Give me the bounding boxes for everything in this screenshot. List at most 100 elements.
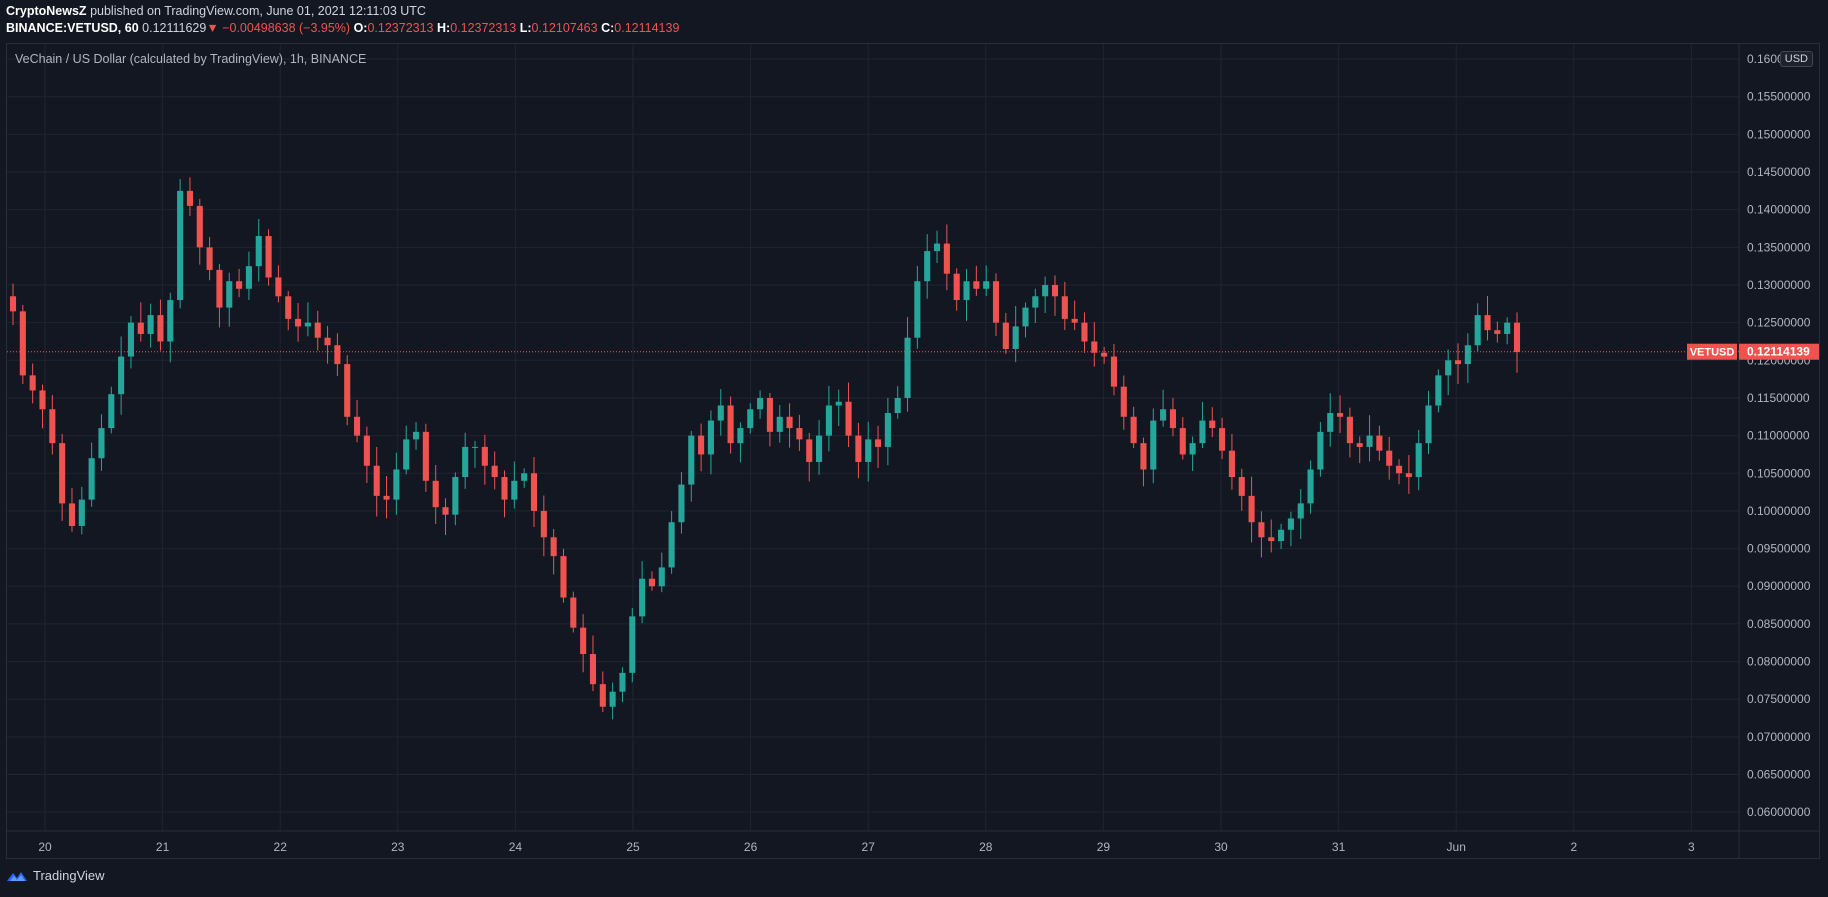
x-tick-label: 22 <box>274 840 288 854</box>
y-tick-label: 0.12500000 <box>1747 316 1811 330</box>
high-label: H: <box>437 21 451 35</box>
y-tick-label: 0.08500000 <box>1747 617 1811 631</box>
y-tick-label: 0.15500000 <box>1747 90 1811 104</box>
candle-body <box>924 251 931 282</box>
x-tick-label: 26 <box>744 840 758 854</box>
x-tick-label: 25 <box>626 840 640 854</box>
candle-body <box>560 556 567 598</box>
candle-body <box>1071 318 1078 323</box>
y-tick-label: 0.07000000 <box>1747 730 1811 744</box>
chart-pane[interactable]: 0.06000000 0.06500000 0.07000000 0.07500000… <box>6 43 1820 859</box>
candle-body <box>1258 522 1265 538</box>
candle-body <box>137 322 144 334</box>
y-tick-label: 0.06000000 <box>1747 805 1811 819</box>
candle-body <box>1386 450 1393 466</box>
y-tick-label: 0.15000000 <box>1747 127 1811 141</box>
candle-body <box>540 510 547 538</box>
candle-body <box>147 315 154 334</box>
y-tick-label: 0.08000000 <box>1747 655 1811 669</box>
candle-body <box>757 397 764 410</box>
candle-body <box>108 394 115 429</box>
candle-body <box>363 435 370 466</box>
candle-body <box>245 266 252 289</box>
symbol-label: BINANCE:VETUSD, 60 <box>6 21 139 35</box>
candle-body <box>412 431 420 440</box>
candle-body <box>226 281 233 308</box>
candle-body <box>1081 322 1088 342</box>
candle-body <box>855 435 862 462</box>
candle-body <box>1101 352 1108 357</box>
candle-body <box>1425 405 1432 444</box>
candle-body <box>452 477 459 515</box>
close-value: 0.12114139 <box>614 21 680 35</box>
candle-body <box>68 503 76 526</box>
candle-body <box>1337 413 1344 417</box>
candle-body <box>9 296 17 312</box>
candle-body <box>776 416 783 432</box>
candle-body <box>1445 360 1452 376</box>
candle-body <box>206 247 213 270</box>
candle-body <box>393 469 400 500</box>
x-tick-label: 2 <box>1570 840 1577 854</box>
candle-body <box>589 654 597 685</box>
candle-body <box>629 616 636 673</box>
candle-body <box>186 190 193 206</box>
candle-body <box>619 672 626 692</box>
footer-brand[interactable]: TradingView <box>6 868 105 883</box>
candle-body <box>1494 330 1501 334</box>
x-tick-label: 31 <box>1332 840 1346 854</box>
candle-body <box>884 413 891 447</box>
candle-body <box>1405 473 1412 478</box>
candle-body <box>1474 315 1481 346</box>
candle-body <box>766 397 773 432</box>
candle-body <box>1130 416 1137 444</box>
candle-body <box>580 627 587 655</box>
y-tick-label: 0.10000000 <box>1747 504 1811 518</box>
candlestick-chart[interactable]: 0.06000000 0.06500000 0.07000000 0.07500000… <box>7 44 1820 859</box>
candle-body <box>295 318 302 327</box>
candle-body <box>501 477 508 500</box>
candle-body <box>118 356 125 395</box>
candle-body <box>78 499 85 526</box>
x-tick-label: 20 <box>38 840 52 854</box>
x-tick-label: 21 <box>156 840 170 854</box>
down-arrow-icon: ▼ <box>206 21 219 35</box>
candle-body <box>304 322 311 327</box>
chart-title: VeChain / US Dollar (calculated by Tradi… <box>15 52 367 66</box>
candle-body <box>403 439 410 470</box>
candle-body <box>432 480 439 508</box>
x-tick-label: 24 <box>509 840 523 854</box>
price-change: −0.00498638 (−3.95%) <box>222 21 351 35</box>
candle-body <box>285 296 292 319</box>
y-tick-label: 0.14500000 <box>1747 165 1811 179</box>
candle-body <box>1012 326 1019 350</box>
y-tick-label: 0.11000000 <box>1747 429 1810 443</box>
candle-body <box>1150 420 1157 470</box>
candle-body <box>127 322 135 357</box>
candle-body <box>639 578 646 617</box>
candle-body <box>354 416 361 436</box>
candle-body <box>1140 443 1147 470</box>
publisher-name[interactable]: CryptoNewsZ <box>6 4 87 18</box>
candle-body <box>1199 420 1206 444</box>
candle-body <box>216 269 223 308</box>
candle-body <box>865 439 872 462</box>
footer-brand-label: TradingView <box>33 868 105 883</box>
candle-body <box>1287 518 1294 530</box>
candle-body <box>314 322 321 338</box>
candle-body <box>1110 356 1118 387</box>
last-price-tag <box>1739 343 1819 360</box>
y-tick-label: 0.13500000 <box>1747 240 1811 254</box>
candle-body <box>845 401 852 436</box>
candle-body <box>874 439 882 447</box>
candle-body <box>1435 375 1442 406</box>
candle-body <box>373 465 380 496</box>
candle-body <box>49 409 56 444</box>
candle-body <box>1356 443 1363 447</box>
candle-body <box>717 405 724 421</box>
candle-body <box>471 446 479 448</box>
candle-body <box>658 567 665 587</box>
currency-badge[interactable]: USD <box>1779 51 1813 67</box>
candle-body <box>1160 409 1167 421</box>
candle-body <box>1238 477 1245 496</box>
